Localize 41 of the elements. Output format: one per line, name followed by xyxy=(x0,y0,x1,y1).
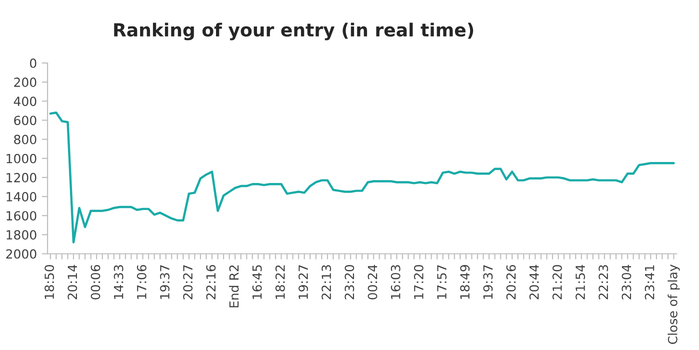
x-tick-label: 19:37 xyxy=(160,265,170,299)
x-tick-label: 23:04 xyxy=(622,264,632,300)
y-tick-label: 1200 xyxy=(6,172,36,182)
y-tick-label: 0 xyxy=(30,58,36,68)
y-tick-label: 1400 xyxy=(6,192,36,202)
x-tick-label: 17:20 xyxy=(414,264,424,299)
y-tick-label: 1800 xyxy=(6,230,36,240)
x-tick-label: 20:26 xyxy=(506,264,516,300)
x-tick-label: 16:03 xyxy=(390,265,400,299)
x-tick-label: 18:49 xyxy=(460,265,470,299)
x-tick-label: 23:41 xyxy=(644,265,654,300)
x-tick-label: 17:06 xyxy=(136,264,146,299)
x-tick-label: 21:54 xyxy=(576,264,586,300)
y-tick-label: 1000 xyxy=(6,154,36,164)
x-tick-label: 21:20 xyxy=(552,264,562,300)
x-tick-label: 22:16 xyxy=(206,264,216,300)
line-series xyxy=(49,111,675,244)
y-tick-label: 600 xyxy=(14,116,36,126)
x-tick-label: 00:06 xyxy=(90,264,100,300)
x-tick-label: 19:37 xyxy=(483,265,493,299)
x-tick-label: 20:14 xyxy=(68,264,78,300)
chart-title: Ranking of your entry (in real time) xyxy=(114,22,474,40)
x-tick-label: 22:23 xyxy=(598,265,608,300)
x-tick-label: 00:24 xyxy=(368,264,378,300)
x-tick-label: 19:27 xyxy=(298,265,308,299)
x-tick-label: Close of play xyxy=(668,264,680,344)
x-tick-label: End R2 xyxy=(229,265,239,308)
x-tick-label: 14:33 xyxy=(114,265,124,299)
x-tick-label: 17:57 xyxy=(437,265,447,299)
x-tick-label: 22:13 xyxy=(322,265,332,300)
y-tick-label: 800 xyxy=(14,134,36,144)
x-tick-label: 18:22 xyxy=(275,265,285,299)
x-tick-label: 18:50 xyxy=(44,264,54,299)
x-tick-label: 16:45 xyxy=(252,265,262,299)
y-tick-label: 1600 xyxy=(6,211,36,221)
x-tick-label: 23:20 xyxy=(344,264,354,300)
x-tick-label: 20:27 xyxy=(183,265,193,300)
y-tick-label: 200 xyxy=(14,78,36,87)
y-tick-label: 400 xyxy=(14,96,36,106)
x-tick-label: 20:44 xyxy=(529,264,539,300)
y-tick-label: 2000 xyxy=(6,249,36,259)
